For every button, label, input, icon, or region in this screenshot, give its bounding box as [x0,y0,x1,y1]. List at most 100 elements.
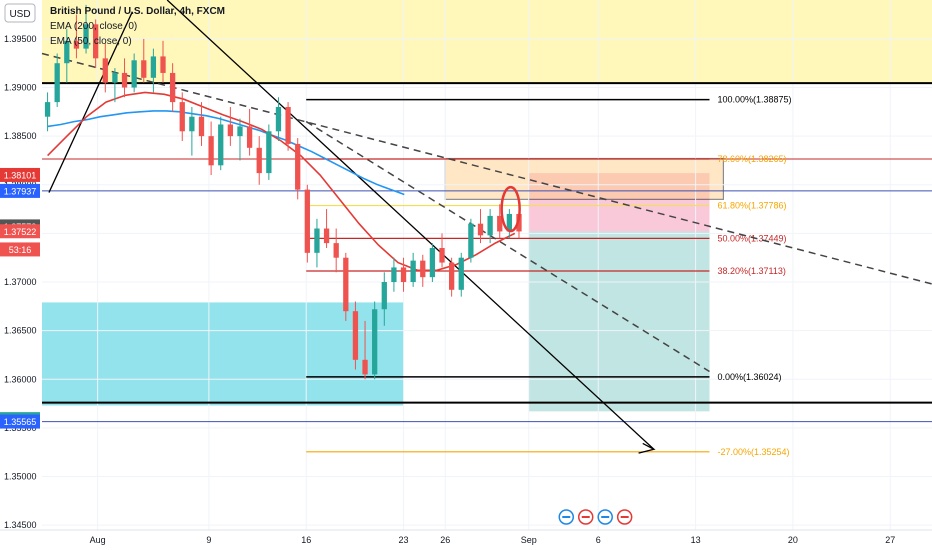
event-flag-icon [577,509,594,525]
price-tick-label: 1.39500 [4,34,37,44]
price-tick-label: 1.37000 [4,277,37,287]
fib-label: 38.20%(1.37113) [718,266,786,276]
candle-body [352,311,359,360]
time-tick-label: 26 [440,535,450,545]
candle-body [266,131,272,174]
price-tick-label: 1.34500 [4,520,37,530]
symbol-title[interactable]: British Pound / U.S. Dollar, 4h, FXCM [50,6,225,17]
candle-body [458,257,464,290]
price-tick-label: 1.39000 [4,83,37,93]
candle-body [487,215,493,236]
demand-zone [42,302,404,406]
grid-layer [42,0,932,530]
price-tick-label: 1.36000 [4,374,37,384]
candle-body [54,63,60,103]
dashed-resistance-line [41,52,932,285]
candle-body [189,116,195,132]
fib-label: 50.00%(1.37449) [718,233,787,243]
price-badge [0,242,40,257]
ema200-line [47,110,405,196]
candle-body [362,359,368,375]
time-axis[interactable]: Aug 9 16 23 26 Sep 6 13 20 27 [0,529,932,550]
candle-body [391,267,397,283]
time-tick-label: 20 [788,535,798,545]
candle-body [160,56,166,73]
candle-body [83,24,89,49]
candle-body [285,106,291,144]
zones-layer [42,0,932,412]
candle-body [218,124,224,166]
candle-body [256,147,262,174]
price-badge-label: 53:16 [9,245,32,255]
candle-body [381,282,387,310]
price-axis[interactable]: 1.395001.390001.385001.380001.375001.370… [0,34,40,530]
candle-body [314,228,320,253]
candle-body [333,243,339,258]
event-flag-icon [597,509,613,525]
candle-body [227,124,234,137]
ema-layer [47,91,516,272]
candle-body [102,58,108,83]
candle-body [410,260,416,283]
supply-zone [42,0,932,83]
price-badge-label: 1.38101 [4,170,37,180]
take-profit-zone [528,231,710,412]
price-badge [0,167,40,182]
candle-body [121,72,128,88]
event-flag-icon [558,509,575,525]
event-flag-icon [616,509,633,525]
price-tick-label: 1.35000 [4,472,37,482]
candle-body [468,223,474,258]
candle-body [506,213,513,232]
currency-button[interactable]: USD [4,3,36,23]
candle-body [246,126,253,148]
arrowhead-icon [638,442,656,454]
price-tick-label: 1.36500 [4,326,37,336]
time-tick-label: 16 [301,535,311,545]
overlay-layer [500,185,633,525]
time-tick-label: Sep [521,535,537,545]
candle-body [429,247,436,278]
candle-body [295,143,301,190]
fib-label: 0.00%(1.36024) [718,372,782,382]
candle-body [131,60,137,88]
candle-body [420,260,426,278]
candle-body [93,24,99,59]
price-badge-label: 1.35565 [4,417,37,427]
candle-body [198,116,205,137]
candle-body [343,257,349,312]
price-tick-label: 1.38500 [4,131,37,141]
fib-label: 61.80%(1.37786) [718,201,787,211]
ema50-legend[interactable]: EMA (50, close, 0) [50,36,132,47]
candle-body [323,228,330,244]
time-axis-bg [0,530,932,550]
price-badge-label: 1.37522 [4,227,37,237]
time-tick-label: Aug [90,535,106,545]
candle-body [497,215,503,232]
candle-body [439,247,445,263]
stop-loss-zone [528,173,710,232]
candle-body [73,40,80,49]
candle-body [275,106,282,132]
ema200-legend[interactable]: EMA (200, close, 0) [50,21,137,32]
candle-body [179,102,185,132]
legend: British Pound / U.S. Dollar, 4h, FXCM EM… [50,6,225,47]
svg-text:USD: USD [9,9,30,20]
time-tick-label: 27 [885,535,895,545]
candle-body [141,60,147,78]
candle-body [448,262,455,290]
candle-body [112,72,118,83]
candle-body [150,56,157,78]
resistance-box [444,157,725,200]
drawings-layer: 100.00%(1.38875) 78.60%(1.38265) 61.80%(1.… [41,0,932,457]
candle-body [44,102,51,117]
price-badge [0,224,40,239]
time-tick-label: 9 [206,535,211,545]
candle-body [477,223,484,236]
fib-label: -27.00%(1.35254) [718,447,790,457]
price-badge [0,414,40,429]
candle-body [169,72,176,103]
fib-label: 78.60%(1.38265) [718,154,787,164]
time-tick-label: 13 [691,535,701,545]
